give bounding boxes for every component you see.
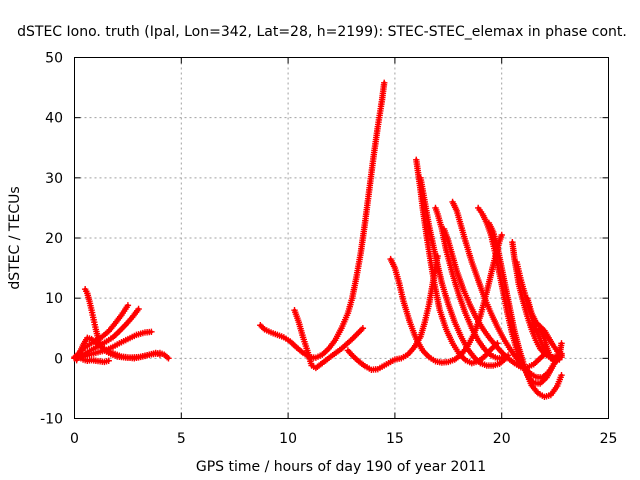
grid — [74, 57, 609, 419]
data-point — [259, 324, 267, 332]
y-tick-label: 30 — [45, 171, 63, 187]
x-tick-label: 20 — [493, 431, 511, 447]
series-5 — [73, 334, 164, 364]
series-17 — [485, 219, 565, 401]
x-tick-labels: 0 5 10 15 20 25 — [70, 431, 617, 447]
data-point — [148, 328, 155, 336]
data-point — [558, 340, 565, 347]
data-point — [558, 371, 565, 379]
series-8 — [291, 307, 367, 372]
series-7 — [257, 79, 388, 361]
data-point — [156, 351, 164, 358]
y-tick-label: 50 — [45, 51, 63, 67]
series-9 — [344, 252, 441, 373]
data-point — [381, 79, 388, 86]
y-tick-label: 10 — [45, 291, 63, 307]
series-layer — [71, 79, 565, 401]
y-tick-labels: -10 0 10 20 30 40 50 — [40, 51, 63, 428]
data-point — [124, 302, 132, 309]
series-3 — [71, 328, 155, 362]
y-tick-label: 0 — [54, 351, 63, 367]
data-point — [163, 353, 171, 361]
x-tick-label: 5 — [177, 431, 186, 447]
series-14 — [440, 225, 550, 371]
y-tick-label: 40 — [45, 111, 63, 127]
data-point — [359, 325, 367, 332]
x-tick-label: 25 — [600, 431, 618, 447]
data-point — [165, 355, 172, 362]
series-6 — [75, 353, 112, 366]
data-point — [498, 231, 505, 239]
chart-title: dSTEC Iono. truth (Ipal, Lon=342, Lat=28… — [17, 24, 627, 40]
y-axis-label: dSTEC / TECUs — [7, 186, 23, 289]
x-tick-label: 10 — [279, 431, 297, 447]
series-22 — [539, 340, 565, 363]
x-axis-label: GPS time / hours of day 190 of year 2011 — [196, 459, 486, 475]
y-tick-label: -10 — [40, 412, 63, 428]
data-point — [135, 305, 142, 313]
series-12 — [417, 174, 510, 369]
data-point — [105, 357, 112, 364]
y-tick-label: 20 — [45, 231, 63, 247]
x-tick-label: 15 — [386, 431, 404, 447]
x-tick-label: 0 — [70, 431, 79, 447]
